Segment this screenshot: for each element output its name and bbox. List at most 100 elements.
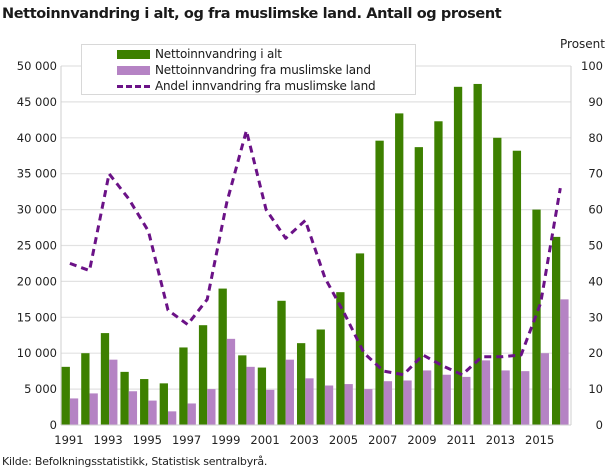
bar-muslim: [305, 378, 314, 425]
legend-label: Andel innvandring fra muslimske land: [155, 79, 376, 93]
bar-total: [257, 367, 267, 425]
bar-muslim: [442, 374, 451, 425]
bar-total: [316, 329, 325, 425]
bar-muslim: [109, 359, 118, 425]
share-line-series: [69, 129, 562, 377]
x-tick-label: 1997: [172, 433, 201, 447]
legend-item-total: Nettoinnvandring i alt: [117, 46, 282, 62]
bar-total: [198, 325, 208, 425]
x-tick-label: 1993: [93, 433, 122, 447]
bar-total: [493, 137, 502, 426]
bar-total: [395, 113, 404, 425]
bar-muslim: [266, 389, 275, 425]
bar-muslim: [481, 360, 491, 425]
bar-total: [453, 86, 463, 426]
y-tick-label: 15 000: [17, 310, 57, 324]
y-tick-label: 45 000: [17, 95, 57, 109]
bar-total: [336, 292, 345, 425]
bar-muslim: [540, 353, 549, 425]
y-tick-label: 5 000: [24, 382, 57, 396]
bar-muslim: [128, 391, 138, 425]
bar-muslim: [560, 299, 569, 425]
y2-tick-label: 0: [596, 418, 603, 432]
bar-total: [61, 366, 70, 425]
share-line: [69, 129, 562, 377]
x-tick-label: 2015: [525, 433, 554, 447]
y2-tick-label: 10: [588, 382, 603, 396]
bar-muslim: [462, 376, 471, 425]
y2-tick-label: 20: [588, 346, 603, 360]
bar-total: [355, 253, 365, 425]
bar-muslim: [324, 385, 334, 425]
bar-total: [238, 355, 247, 425]
bar-total: [100, 333, 110, 425]
y-tick-label: 20 000: [17, 274, 57, 288]
bar-total: [473, 83, 482, 425]
x-tick-label: 2003: [290, 433, 319, 447]
y2-tick-label: 100: [581, 59, 603, 73]
bar-total: [159, 383, 168, 425]
x-tick-label: 1995: [133, 433, 162, 447]
bar-muslim: [521, 371, 530, 425]
bar-total: [140, 379, 149, 425]
bar-total: [512, 150, 522, 425]
bar-muslim: [69, 398, 79, 425]
legend-swatch-green-bar-icon: [117, 49, 150, 59]
legend: Nettoinnvandring i alt Nettoinnvandring …: [81, 44, 416, 95]
x-tick-label: 2013: [486, 433, 515, 447]
bar-total: [81, 353, 90, 425]
x-tick-label: 2011: [447, 433, 476, 447]
legend-item-muslim: Nettoinnvandring fra muslimske land: [117, 62, 371, 78]
axes: 0 5 000 10 000 15 000 20 000 25 000 30 000 35 0…: [17, 59, 603, 447]
bar-muslim: [344, 384, 353, 425]
x-tick-label: 2007: [368, 433, 397, 447]
bar-muslim: [501, 370, 510, 425]
y-tick-label: 10 000: [17, 346, 57, 360]
x-tick-label: 1999: [211, 433, 240, 447]
y2-tick-label: 80: [588, 131, 603, 145]
bar-total: [551, 236, 561, 425]
bar-muslim: [364, 389, 373, 425]
y2-tick-label: 70: [588, 167, 603, 181]
bar-total: [120, 371, 129, 425]
y-tick-label: 40 000: [17, 131, 57, 145]
bar-total: [179, 347, 188, 425]
bar-total: [277, 300, 286, 425]
bar-muslim: [207, 389, 216, 425]
bar-total: [296, 343, 306, 425]
x-tick-label: 2001: [250, 433, 279, 447]
bar-muslim: [148, 400, 157, 425]
bar-muslim: [285, 359, 294, 425]
bar-muslim: [246, 366, 255, 425]
bar-muslim: [226, 338, 236, 425]
bar-muslim: [403, 380, 412, 425]
x-tick-label: 1991: [54, 433, 83, 447]
legend-item-share: Andel innvandring fra muslimske land: [117, 78, 376, 94]
y-tick-label: 35 000: [17, 167, 57, 181]
bar-muslim: [167, 411, 177, 425]
x-tick-label: 2005: [329, 433, 358, 447]
y-tick-label: 0: [50, 418, 57, 432]
legend-swatch-dashed-line-icon: [117, 84, 150, 88]
bar-muslim: [187, 403, 196, 425]
bar-total: [414, 147, 423, 425]
y-tick-label: 25 000: [17, 239, 57, 253]
legend-swatch-purple-bar-icon: [117, 65, 150, 75]
x-tick-label: 2009: [407, 433, 436, 447]
bar-muslim: [422, 370, 432, 425]
bar-series: [61, 83, 569, 426]
y-tick-label: 30 000: [17, 203, 57, 217]
chart-title: Nettoinnvandring i alt, og fra muslimske…: [2, 6, 502, 22]
right-axis-title: Prosent: [560, 37, 605, 51]
source-note: Kilde: Befolkningsstatistikk, Statistisk…: [2, 455, 268, 468]
bar-total: [434, 121, 443, 425]
y2-tick-label: 40: [588, 274, 603, 288]
y2-tick-label: 50: [588, 239, 603, 253]
y-tick-label: 50 000: [17, 59, 57, 73]
legend-label: Nettoinnvandring fra muslimske land: [155, 63, 371, 77]
legend-label: Nettoinnvandring i alt: [155, 47, 282, 61]
bar-total: [375, 140, 384, 425]
bar-muslim: [383, 381, 393, 425]
bar-muslim: [89, 393, 98, 425]
bar-total: [218, 288, 227, 425]
